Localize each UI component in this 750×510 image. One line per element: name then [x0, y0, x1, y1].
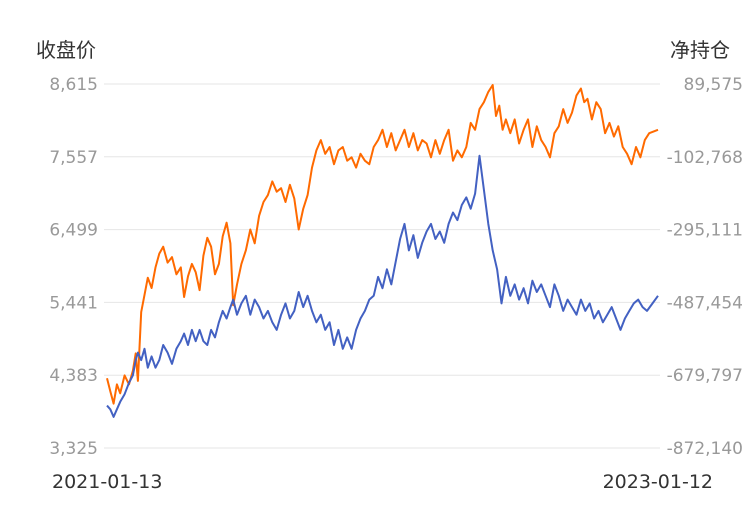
right-tick-label: -295,111: [667, 221, 743, 241]
left-tick-label: 5,441: [49, 293, 98, 313]
left-tick-label: 4,383: [49, 366, 98, 386]
left-tick-label: 8,615: [49, 75, 98, 95]
close-price-line: [106, 84, 659, 405]
right-tick-label: 89,575: [684, 75, 743, 95]
left-tick-label: 7,557: [49, 148, 98, 168]
left-axis-title: 收盘价: [36, 38, 96, 62]
right-axis-title: 净持仓: [670, 38, 730, 62]
left-tick-label: 6,499: [49, 221, 98, 241]
x-tick-label-end: 2023-01-12: [603, 471, 713, 493]
right-tick-label: -102,768: [667, 148, 743, 168]
net-position-line: [106, 154, 659, 418]
right-tick-label: -679,797: [667, 366, 743, 386]
right-tick-label: -872,140: [667, 439, 743, 459]
left-tick-label: 3,325: [49, 439, 98, 459]
right-tick-label: -487,454: [667, 293, 743, 313]
x-tick-label-start: 2021-01-13: [52, 471, 162, 493]
